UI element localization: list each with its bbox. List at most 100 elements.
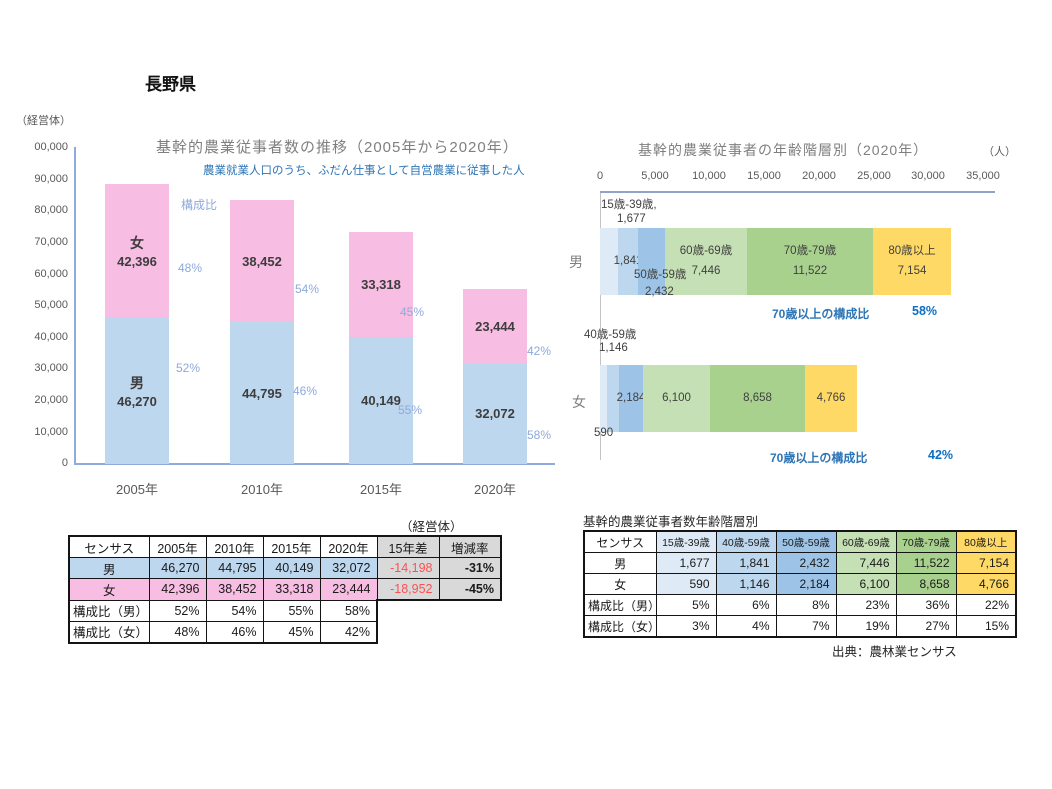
right-table-female-row: 女 590 1,146 2,184 6,100 8,658 4,766 xyxy=(583,573,1017,595)
bar-2010-female-segment: 38,452 xyxy=(230,200,294,322)
empty-cell xyxy=(377,621,439,643)
pct-female-age-80plus: 15% xyxy=(955,615,1017,638)
pct-male-2005: 52% xyxy=(148,599,207,622)
male-over70-ratio-value: 58% xyxy=(912,304,938,318)
pct-female-age-70-79: 27% xyxy=(895,615,957,638)
pct-female-age-15-39: 3% xyxy=(655,615,717,638)
right-age-table: センサス 15歳-39歳 40歳-59歳 50歳-59歳 60歳-69歳 70歳… xyxy=(583,530,1017,638)
left-chart-unit-label: （経営体） xyxy=(16,115,71,127)
female-age-60-69: 6,100 xyxy=(835,573,897,595)
female-age-50-59-value: 2,184 xyxy=(616,391,646,404)
header-age-40-59: 40歳-59歳 xyxy=(715,530,777,553)
female-2020: 23,444 xyxy=(319,578,378,601)
pct-male-2015: 55% xyxy=(262,599,321,622)
y-tick: 0 xyxy=(61,457,68,469)
x-tick: 10,000 xyxy=(692,170,726,182)
header-2015: 2015年 xyxy=(262,535,321,558)
male-age-70-79-label: 70歳-79歳 11,522 xyxy=(784,242,836,281)
male-15yr-diff: -14,198 xyxy=(376,557,440,579)
right-table-title: 基幹的農業従事者数年齢階層別 xyxy=(583,515,759,529)
y-tick: 70,000 xyxy=(34,236,68,248)
right-chart-title: 基幹的農業従事者の年齢階層別（2020年） xyxy=(638,142,929,158)
female-age-50-59: 2,184 xyxy=(775,573,837,595)
bar-2005-female-label: 女 42,396 xyxy=(117,233,157,269)
male-age-80plus: 7,154 xyxy=(955,552,1017,574)
male-row-label: 男 xyxy=(583,552,657,574)
y-tick: 50,000 xyxy=(34,299,68,311)
male-value-2020: 32,072 xyxy=(475,406,515,421)
y-tick: 10,000 xyxy=(34,426,68,438)
male-2015: 40,149 xyxy=(262,557,321,579)
male-age-70-79-name: 70歳-79歳 xyxy=(783,244,837,257)
pct-female-2015: 45% xyxy=(262,620,321,644)
female-15yr-diff: -18,952 xyxy=(376,578,440,601)
header-15yr-diff: 15年差 xyxy=(376,535,440,558)
bar-2005-male-segment: 男 46,270 xyxy=(105,318,169,464)
male-age-40-59-value: 1,841 xyxy=(613,254,643,267)
female-age-60-69-segment: 6,100 xyxy=(643,365,710,432)
pct-male-age-70-79: 36% xyxy=(895,594,957,616)
header-age-50-59: 50歳-59歳 xyxy=(775,530,837,553)
header-census: センサス xyxy=(68,535,150,558)
y-tick: 40,000 xyxy=(34,331,68,343)
male-age-60-69-segment: 60歳-69歳 7,446 xyxy=(665,228,747,295)
pct-female-2005: 48% xyxy=(148,620,207,644)
pct-male-row-label: 構成比（男） xyxy=(68,599,150,622)
x-tick: 20,000 xyxy=(802,170,836,182)
left-table-pct-female-row: 構成比（女） 48% 46% 45% 42% xyxy=(68,620,501,644)
female-over70-ratio-value: 42% xyxy=(928,448,954,462)
header-age-15-39: 15歳-39歳 xyxy=(655,530,717,553)
bar-2015-female-segment: 33,318 xyxy=(349,232,413,337)
male-age-15-39-value: 1,677 xyxy=(617,213,646,225)
male-age-50-59-value: 2,432 xyxy=(645,286,674,298)
pct-female-row-label: 構成比（女） xyxy=(68,620,150,644)
male-age-60-69-label: 60歳-69歳 7,446 xyxy=(680,242,732,281)
female-age-15-39: 590 xyxy=(655,573,717,595)
right-chart-top-axis xyxy=(600,191,995,193)
male-age-80plus-segment: 80歳以上 7,154 xyxy=(873,228,951,295)
pct-male-age-15-39: 5% xyxy=(655,594,717,616)
composition-ratio-label: 構成比 xyxy=(181,198,218,212)
y-tick: 80,000 xyxy=(34,204,68,216)
female-age-50-59-segment: 2,184 xyxy=(616,365,646,432)
right-chart-unit-label: （人） xyxy=(983,146,1016,158)
x-tick: 30,000 xyxy=(911,170,945,182)
left-table-unit-label: （経営体） xyxy=(400,520,463,534)
header-age-70-79: 70歳-79歳 xyxy=(895,530,957,553)
female-age-70-79: 8,658 xyxy=(895,573,957,595)
left-chart-y-axis xyxy=(74,147,76,465)
pct-female-age-60-69: 19% xyxy=(835,615,897,638)
female-age-70-79-segment: 8,658 xyxy=(710,365,805,432)
female-age-80plus-segment: 4,766 xyxy=(805,365,857,432)
y-tick: 00,000 xyxy=(34,141,68,153)
male-age-60-69-name: 60歳-69歳 xyxy=(679,244,733,257)
male-age-15-39-callout: 15歳-39歳, xyxy=(601,199,657,211)
female-value-2015: 33,318 xyxy=(361,277,401,292)
female-value-2005: 42,396 xyxy=(117,254,157,269)
male-age-80plus-label: 80歳以上 7,154 xyxy=(888,242,935,281)
x-tick: 5,000 xyxy=(641,170,669,182)
pct-lower-2015: 55% xyxy=(398,403,423,417)
right-table-pct-male-row: 構成比（男） 5% 6% 8% 23% 36% 22% xyxy=(583,594,1017,616)
source-note: 出典：農林業センサス xyxy=(832,645,957,659)
male-2010: 44,795 xyxy=(205,557,264,579)
pct-upper-2020: 42% xyxy=(527,344,552,358)
bar-2005-female-segment: 女 42,396 xyxy=(105,184,169,318)
bar-2020-male-segment: 32,072 xyxy=(463,363,527,464)
female-value-2020: 23,444 xyxy=(475,318,515,334)
left-table-female-row: 女 42,396 38,452 33,318 23,444 -18,952 -4… xyxy=(68,578,502,601)
male-age-40-59-segment: 1,841 xyxy=(614,228,642,295)
female-age-60-69-value: 6,100 xyxy=(662,391,691,404)
female-row-label: 女 xyxy=(68,578,150,601)
bar-2005-male-label: 男 46,270 xyxy=(117,373,157,409)
left-table-pct-male-row: 構成比（男） 52% 54% 55% 58% xyxy=(68,599,501,622)
female-age-15-39-segment xyxy=(600,365,607,432)
pct-lower-2020: 58% xyxy=(527,428,552,442)
male-age-50-59-segment xyxy=(638,228,665,295)
x-tick: 0 xyxy=(596,170,604,182)
female-2005: 42,396 xyxy=(148,578,207,601)
male-category-label: 男 xyxy=(569,254,583,270)
right-table-pct-female-row: 構成比（女） 3% 4% 7% 19% 27% 15% xyxy=(583,615,1017,638)
male-age-15-39-segment xyxy=(600,228,618,295)
left-summary-table: センサス 2005年 2010年 2015年 2020年 15年差 増減率 男 … xyxy=(68,535,502,644)
